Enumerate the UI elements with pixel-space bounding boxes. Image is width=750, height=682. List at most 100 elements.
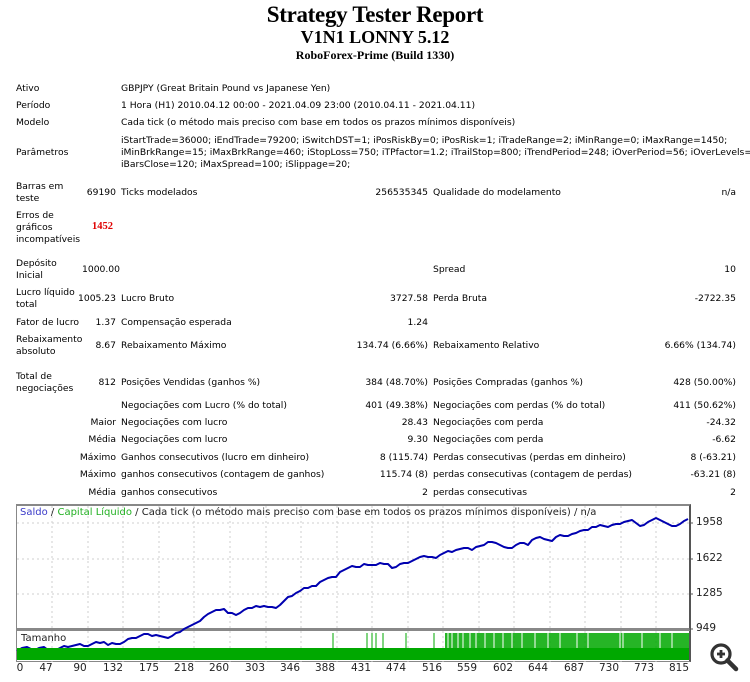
y-tick-label: 949 bbox=[696, 622, 717, 634]
balance-line bbox=[16, 517, 689, 652]
legend-saldo: Saldo bbox=[20, 507, 48, 518]
total-neg-label-2: negociações bbox=[16, 383, 74, 394]
trade-row-label-1: Negociações com Lucro (% do total) bbox=[121, 400, 287, 411]
x-tick-label: 303 bbox=[244, 662, 266, 674]
trade-row-prefix: Máximo bbox=[79, 452, 116, 463]
trade-row-value-2: -24.32 bbox=[706, 417, 736, 428]
x-tick-label: 260 bbox=[208, 662, 230, 674]
trade-row-value-2: 2 bbox=[730, 487, 736, 498]
parametros-line-3: iBarsClose=120; iMaxSpread=100; iSlippag… bbox=[121, 159, 351, 170]
qualidade-value: n/a bbox=[721, 187, 736, 198]
barras-label-1: Barras em bbox=[16, 181, 64, 192]
volume-base-bar bbox=[17, 648, 689, 660]
lucro-bruto-value: 3727.58 bbox=[390, 293, 428, 304]
server-build: RoboForex-Prime (Build 1330) bbox=[295, 48, 455, 62]
panel-separator bbox=[17, 628, 690, 631]
modelo-label: Modelo bbox=[16, 117, 50, 128]
x-tick-label: 47 bbox=[39, 662, 53, 674]
volume-spikes bbox=[332, 633, 435, 648]
x-tick-label: 730 bbox=[598, 662, 620, 674]
x-tick-label: 346 bbox=[279, 662, 301, 674]
volume-gaps bbox=[447, 633, 673, 648]
trade-row-value-2: -6.62 bbox=[712, 434, 736, 445]
qualidade-label: Qualidade do modelamento bbox=[433, 187, 561, 198]
fator-value: 1.37 bbox=[95, 317, 116, 328]
vendidas-label: Posições Vendidas (ganhos %) bbox=[121, 377, 261, 388]
x-tick-label: 132 bbox=[102, 662, 124, 674]
trade-row-value-1: 9.30 bbox=[407, 434, 428, 445]
trade-row-label-2: perdas consecutivas (contagem de perdas) bbox=[433, 469, 633, 480]
deposito-label-2: Inicial bbox=[16, 270, 43, 281]
lucro-liquido-label-1: Lucro líquido bbox=[16, 287, 75, 298]
trade-row-label-1: Negociações com lucro bbox=[121, 417, 228, 428]
periodo-value: 1 Hora (H1) 2010.04.12 00:00 - 2021.04.0… bbox=[121, 100, 476, 111]
compensacao-value: 1.24 bbox=[407, 317, 428, 328]
trade-row-label-1: ganhos consecutivos (contagem de ganhos) bbox=[121, 469, 325, 480]
trade-row-label-1: ganhos consecutivos bbox=[121, 487, 218, 498]
ativo-value: GBPJPY (Great Britain Pound vs Japanese … bbox=[121, 83, 331, 94]
perda-bruta-value: -2722.35 bbox=[694, 293, 736, 304]
legend-capital-liquido: Capital Líquido bbox=[57, 507, 132, 518]
lucro-bruto-label: Lucro Bruto bbox=[121, 293, 175, 304]
rebaix-max-label: Rebaixamento Máximo bbox=[121, 340, 227, 351]
x-tick-label: 815 bbox=[668, 662, 690, 674]
spread-label: Spread bbox=[433, 264, 466, 275]
barras-value: 69190 bbox=[86, 187, 116, 198]
parametros-line-1: iStartTrade=36000; iEndTrade=79200; iSwi… bbox=[121, 135, 728, 146]
x-tick-label: 559 bbox=[456, 662, 478, 674]
trade-row-value-1: 8 (115.74) bbox=[379, 452, 428, 463]
erros-value: 1452 bbox=[92, 221, 113, 232]
rebaix-abs-value: 8.67 bbox=[95, 340, 116, 351]
zoom-in-icon[interactable] bbox=[709, 642, 739, 672]
deposito-label-1: Depósito bbox=[16, 258, 57, 269]
trade-row-label-1: Negociações com lucro bbox=[121, 434, 228, 445]
x-tick-label: 388 bbox=[314, 662, 336, 674]
trade-row-value-1: 2 bbox=[422, 487, 428, 498]
trade-row-value-2: -63.21 (8) bbox=[690, 469, 736, 480]
barras-label-2: teste bbox=[16, 193, 40, 204]
trade-row-value-2: 8 (-63.21) bbox=[690, 452, 736, 463]
rebaix-rel-label: Rebaixamento Relativo bbox=[433, 340, 540, 351]
x-tick-label: 0 bbox=[16, 662, 24, 674]
rebaix-abs-label-1: Rebaixamento bbox=[16, 334, 83, 345]
volume-dense-region bbox=[445, 633, 689, 648]
trade-row-value-1: 115.74 (8) bbox=[379, 469, 428, 480]
deposito-value: 1000.00 bbox=[82, 264, 120, 275]
rebaix-rel-value: 6.66% (134.74) bbox=[664, 340, 736, 351]
trade-row-label-2: Negociações com perda bbox=[433, 417, 544, 428]
erros-label-1: Erros de bbox=[16, 210, 54, 221]
x-tick-label: 218 bbox=[173, 662, 195, 674]
fator-label: Fator de lucro bbox=[16, 317, 80, 328]
x-tick-label: 644 bbox=[527, 662, 549, 674]
x-tick-label: 175 bbox=[138, 662, 160, 674]
x-tick-label: 431 bbox=[350, 662, 372, 674]
y-tick-label: 1622 bbox=[696, 552, 723, 564]
trade-row-label-2: Perdas consecutivas (perdas em dinheiro) bbox=[433, 452, 626, 463]
chart-legend: Saldo / Capital Líquido / Cada tick (o m… bbox=[20, 507, 596, 518]
x-tick-label: 474 bbox=[385, 662, 407, 674]
periodo-label: Período bbox=[16, 100, 51, 111]
parametros-line-2: iMinBrkRange=15; iMaxBrkRange=460; iStop… bbox=[121, 147, 750, 158]
spread-value: 10 bbox=[724, 264, 736, 275]
total-neg-label-1: Total de bbox=[16, 371, 52, 382]
erros-label-3: incompatíveis bbox=[16, 234, 81, 245]
trade-row-prefix: Média bbox=[88, 434, 116, 445]
rebaix-max-value: 134.74 (6.66%) bbox=[356, 340, 428, 351]
trade-row-label-2: Negociações com perda bbox=[433, 434, 544, 445]
x-tick-label: 516 bbox=[421, 662, 443, 674]
y-tick-label: 1958 bbox=[696, 516, 723, 528]
x-tick-label: 773 bbox=[633, 662, 655, 674]
ticks-label: Ticks modelados bbox=[121, 187, 198, 198]
modelo-value: Cada tick (o método mais preciso com bas… bbox=[121, 117, 516, 128]
erros-label-2: gráficos bbox=[16, 222, 53, 233]
y-tick-label: 1285 bbox=[696, 587, 723, 599]
volume-panel-label: Tamanho bbox=[21, 633, 67, 644]
trade-row-value-1: 28.43 bbox=[401, 417, 428, 428]
ticks-value: 256535345 bbox=[375, 187, 428, 198]
compensacao-label: Compensação esperada bbox=[121, 317, 232, 328]
vendidas-value: 384 (48.70%) bbox=[365, 377, 428, 388]
x-tick-label: 687 bbox=[563, 662, 585, 674]
y-ticks bbox=[689, 522, 693, 630]
compradas-label: Posições Compradas (ganhos %) bbox=[433, 377, 583, 388]
report-title: Strategy Tester Report bbox=[266, 2, 484, 27]
